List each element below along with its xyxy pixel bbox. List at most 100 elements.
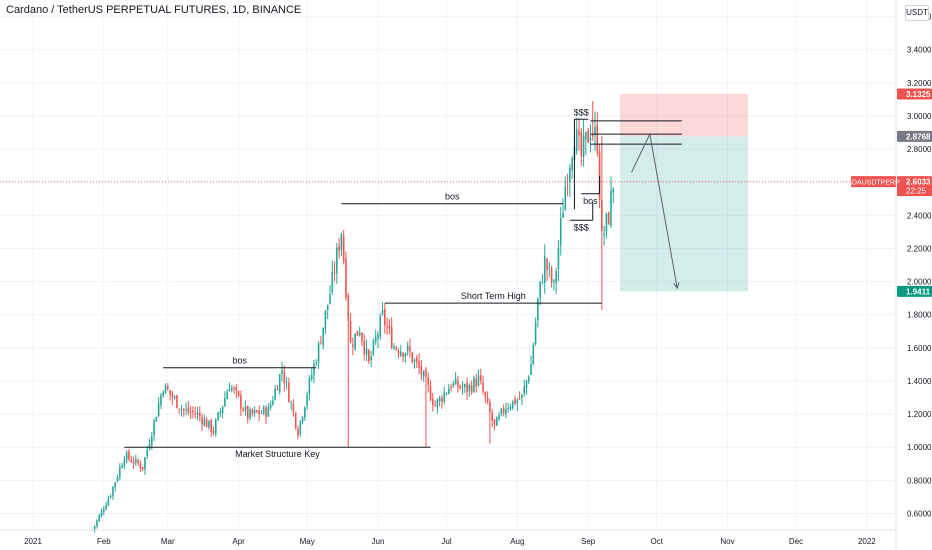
candle-body <box>224 398 226 407</box>
candle-body <box>397 350 400 354</box>
level-label-bos-1: bos <box>232 356 247 366</box>
candle-body <box>466 382 468 393</box>
candle-body <box>251 409 254 414</box>
candle-body <box>228 389 231 392</box>
candle-body <box>205 419 208 428</box>
candle-body <box>402 352 404 357</box>
take-profit-zone <box>620 136 749 292</box>
symbol-tag <box>851 176 896 188</box>
candle-body <box>477 375 480 386</box>
candle-body <box>265 407 267 418</box>
candle-body <box>518 398 521 400</box>
candle-body <box>450 386 452 389</box>
candle-body <box>242 409 244 411</box>
candle-body <box>416 358 418 363</box>
candle-body <box>365 347 368 355</box>
candle-body <box>612 187 615 193</box>
y-tick-label: 2.0000 <box>907 278 932 287</box>
candle-body <box>580 132 583 157</box>
candle-body <box>532 344 535 364</box>
candle-body <box>155 417 158 422</box>
candle-body <box>157 403 160 416</box>
y-tick-label: 2.8000 <box>907 145 932 154</box>
candle-body <box>338 245 340 251</box>
price-marker-2.8768 <box>897 130 932 142</box>
y-tick-label: 1.6000 <box>907 344 932 353</box>
candle-body <box>103 509 105 512</box>
candle-body <box>502 408 505 413</box>
candle-body <box>418 361 420 368</box>
candle-body <box>226 392 228 400</box>
y-tick-label: 1.2000 <box>907 410 932 419</box>
candle-body <box>105 505 107 510</box>
candle-body <box>482 382 484 393</box>
candle-body <box>377 334 379 339</box>
candle-body <box>96 520 98 526</box>
candle-body <box>441 398 443 402</box>
candle-body <box>374 337 377 342</box>
candle-body <box>116 476 119 482</box>
candle-body <box>109 496 112 498</box>
candle-body <box>459 385 462 389</box>
candle-body <box>141 467 144 470</box>
candle-body <box>283 372 286 384</box>
candle-body <box>322 327 324 345</box>
candle-body <box>349 321 352 343</box>
candle-body <box>605 213 608 232</box>
candle-body <box>578 130 580 136</box>
candle-body <box>509 406 512 409</box>
candle-body <box>546 259 548 270</box>
x-tick-label: Sep <box>581 537 596 546</box>
level-label-market-structure-key: Market Structure Key <box>235 449 320 459</box>
candle-body <box>292 403 295 412</box>
candle-body <box>454 378 457 385</box>
candles <box>91 101 615 533</box>
candle-body <box>153 420 155 436</box>
candle-body <box>262 406 265 414</box>
candle-body <box>135 458 137 463</box>
price-marker-1.9411 <box>897 285 932 297</box>
candle-body <box>452 382 455 387</box>
candle-body <box>445 393 448 395</box>
candle-body <box>443 392 446 402</box>
candle-body <box>269 404 272 409</box>
candle-body <box>256 410 258 413</box>
price-marker-countdown: 22:25 <box>906 187 927 196</box>
candle-body <box>575 129 578 152</box>
candle-body <box>299 420 302 435</box>
candle-body <box>203 419 206 426</box>
candle-body <box>114 482 117 488</box>
candle-body <box>553 280 555 282</box>
level-label-liquidity-bottom: $$$ <box>574 222 589 232</box>
candle-body <box>347 295 350 321</box>
candle-body <box>447 388 450 395</box>
price-marker-label: 2.6033 <box>906 178 931 187</box>
candle-body <box>187 407 190 413</box>
candle-body <box>457 380 459 388</box>
candle-body <box>208 420 210 428</box>
candle-body <box>214 420 217 434</box>
candle-body <box>336 247 338 274</box>
candle-body <box>278 374 281 393</box>
price-marker-label: 3.1325 <box>906 90 931 99</box>
symbol-title[interactable]: Cardano / TetherUS PERPETUAL FUTURES, 1D… <box>6 4 302 16</box>
candle-body <box>164 384 167 394</box>
candle-body <box>564 186 567 210</box>
symbol-tag-label: ADAUSDTPERP <box>847 180 900 187</box>
price-marker-label: 2.8768 <box>906 132 931 141</box>
candle-body <box>171 393 174 398</box>
candle-body <box>192 410 194 413</box>
currency-unit-button[interactable]: USDT <box>905 5 929 21</box>
candle-body <box>388 325 391 329</box>
candle-body <box>290 402 292 404</box>
level-label-liquidity-top: $$$ <box>574 107 589 117</box>
candle-body <box>548 267 551 269</box>
candle-body <box>308 377 311 395</box>
candle-body <box>297 428 299 436</box>
candle-body <box>180 408 183 410</box>
candle-body <box>386 326 388 328</box>
candle-body <box>463 384 466 387</box>
